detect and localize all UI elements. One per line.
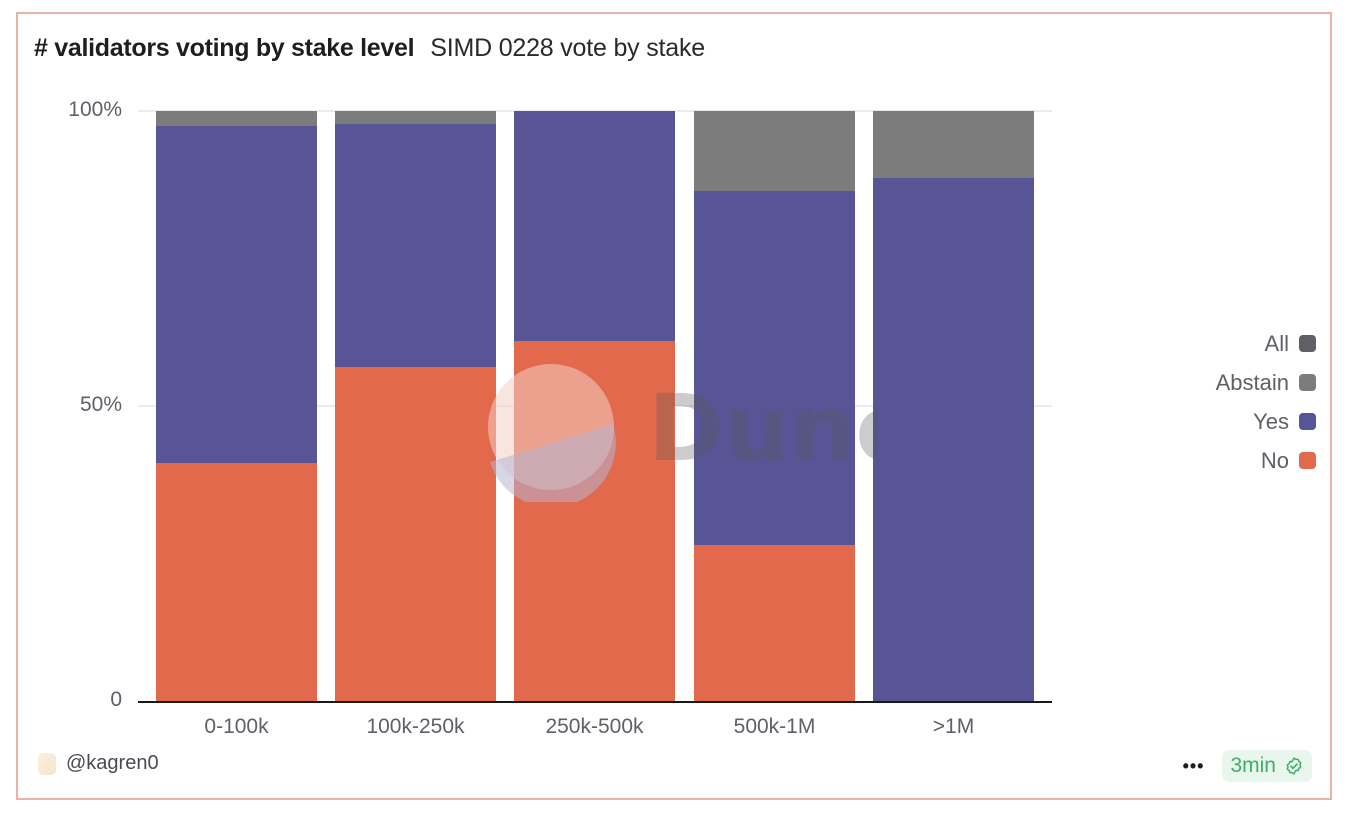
bar-segment-yes[interactable]	[156, 126, 317, 464]
bar->1M[interactable]	[873, 111, 1034, 701]
bar-100k-250k[interactable]	[335, 111, 496, 701]
bar-segment-no[interactable]	[694, 545, 855, 701]
legend-swatch-icon	[1299, 374, 1316, 391]
author-name[interactable]: @kagren0	[66, 752, 159, 774]
x-axis-tick-label: 100k-250k	[366, 715, 465, 738]
avatar	[38, 752, 56, 775]
x-axis-tick-label: 500k-1M	[733, 715, 816, 738]
bar-0-100k[interactable]	[156, 111, 317, 701]
y-axis-tick-label: 0	[110, 688, 122, 711]
footer-actions: ••• 3min	[1183, 750, 1312, 782]
bar-segment-yes[interactable]	[694, 191, 855, 546]
gridline	[138, 110, 1052, 112]
bar-500k-1M[interactable]	[694, 111, 855, 701]
legend-swatch-icon	[1299, 413, 1316, 430]
x-axis-tick-label: >1M	[932, 715, 975, 738]
bar-segment-abstain[interactable]	[156, 111, 317, 127]
x-axis-line	[138, 701, 1052, 703]
legend-item-yes[interactable]: Yes	[1216, 402, 1316, 441]
legend-item-abstain[interactable]: Abstain	[1216, 363, 1316, 402]
refresh-status-badge[interactable]: 3min	[1222, 750, 1312, 782]
x-axis-tick-label: 0-100k	[204, 715, 269, 738]
legend-label: Abstain	[1215, 369, 1289, 395]
verified-check-icon	[1286, 757, 1302, 775]
bar-segment-abstain[interactable]	[873, 111, 1034, 179]
refresh-time: 3min	[1230, 754, 1276, 777]
bar-segment-abstain[interactable]	[694, 111, 855, 192]
bar-segment-no[interactable]	[156, 463, 317, 701]
legend-label: No	[1260, 447, 1289, 473]
y-axis-tick-label: 50%	[79, 393, 122, 416]
legend-swatch-icon	[1299, 452, 1316, 469]
bar-segment-yes[interactable]	[335, 123, 496, 368]
x-axis-tick-label: 250k-500k	[545, 715, 644, 738]
author-info[interactable]: @kagren0	[38, 752, 159, 775]
more-options-button[interactable]: •••	[1182, 755, 1205, 776]
y-axis-tick-label: 100%	[68, 98, 122, 121]
chart-legend: All Abstain Yes No	[1216, 324, 1316, 480]
legend-label: Yes	[1253, 408, 1289, 434]
bar-250k-500k[interactable]	[514, 111, 675, 701]
legend-swatch-icon	[1299, 335, 1316, 352]
bar-segment-abstain[interactable]	[335, 111, 496, 124]
chart-subtitle: SIMD 0228 vote by stake	[430, 34, 705, 62]
bar-segment-no[interactable]	[514, 341, 675, 701]
legend-item-all[interactable]: All	[1216, 324, 1316, 363]
legend-label: All	[1264, 330, 1289, 356]
chart-header: # validators voting by stake level SIMD 0…	[34, 34, 705, 63]
bar-segment-no[interactable]	[335, 367, 496, 701]
chart-title: # validators voting by stake level	[34, 34, 415, 62]
legend-item-no[interactable]: No	[1216, 441, 1316, 480]
bar-segment-yes[interactable]	[873, 178, 1034, 701]
bar-segment-yes[interactable]	[514, 111, 675, 342]
